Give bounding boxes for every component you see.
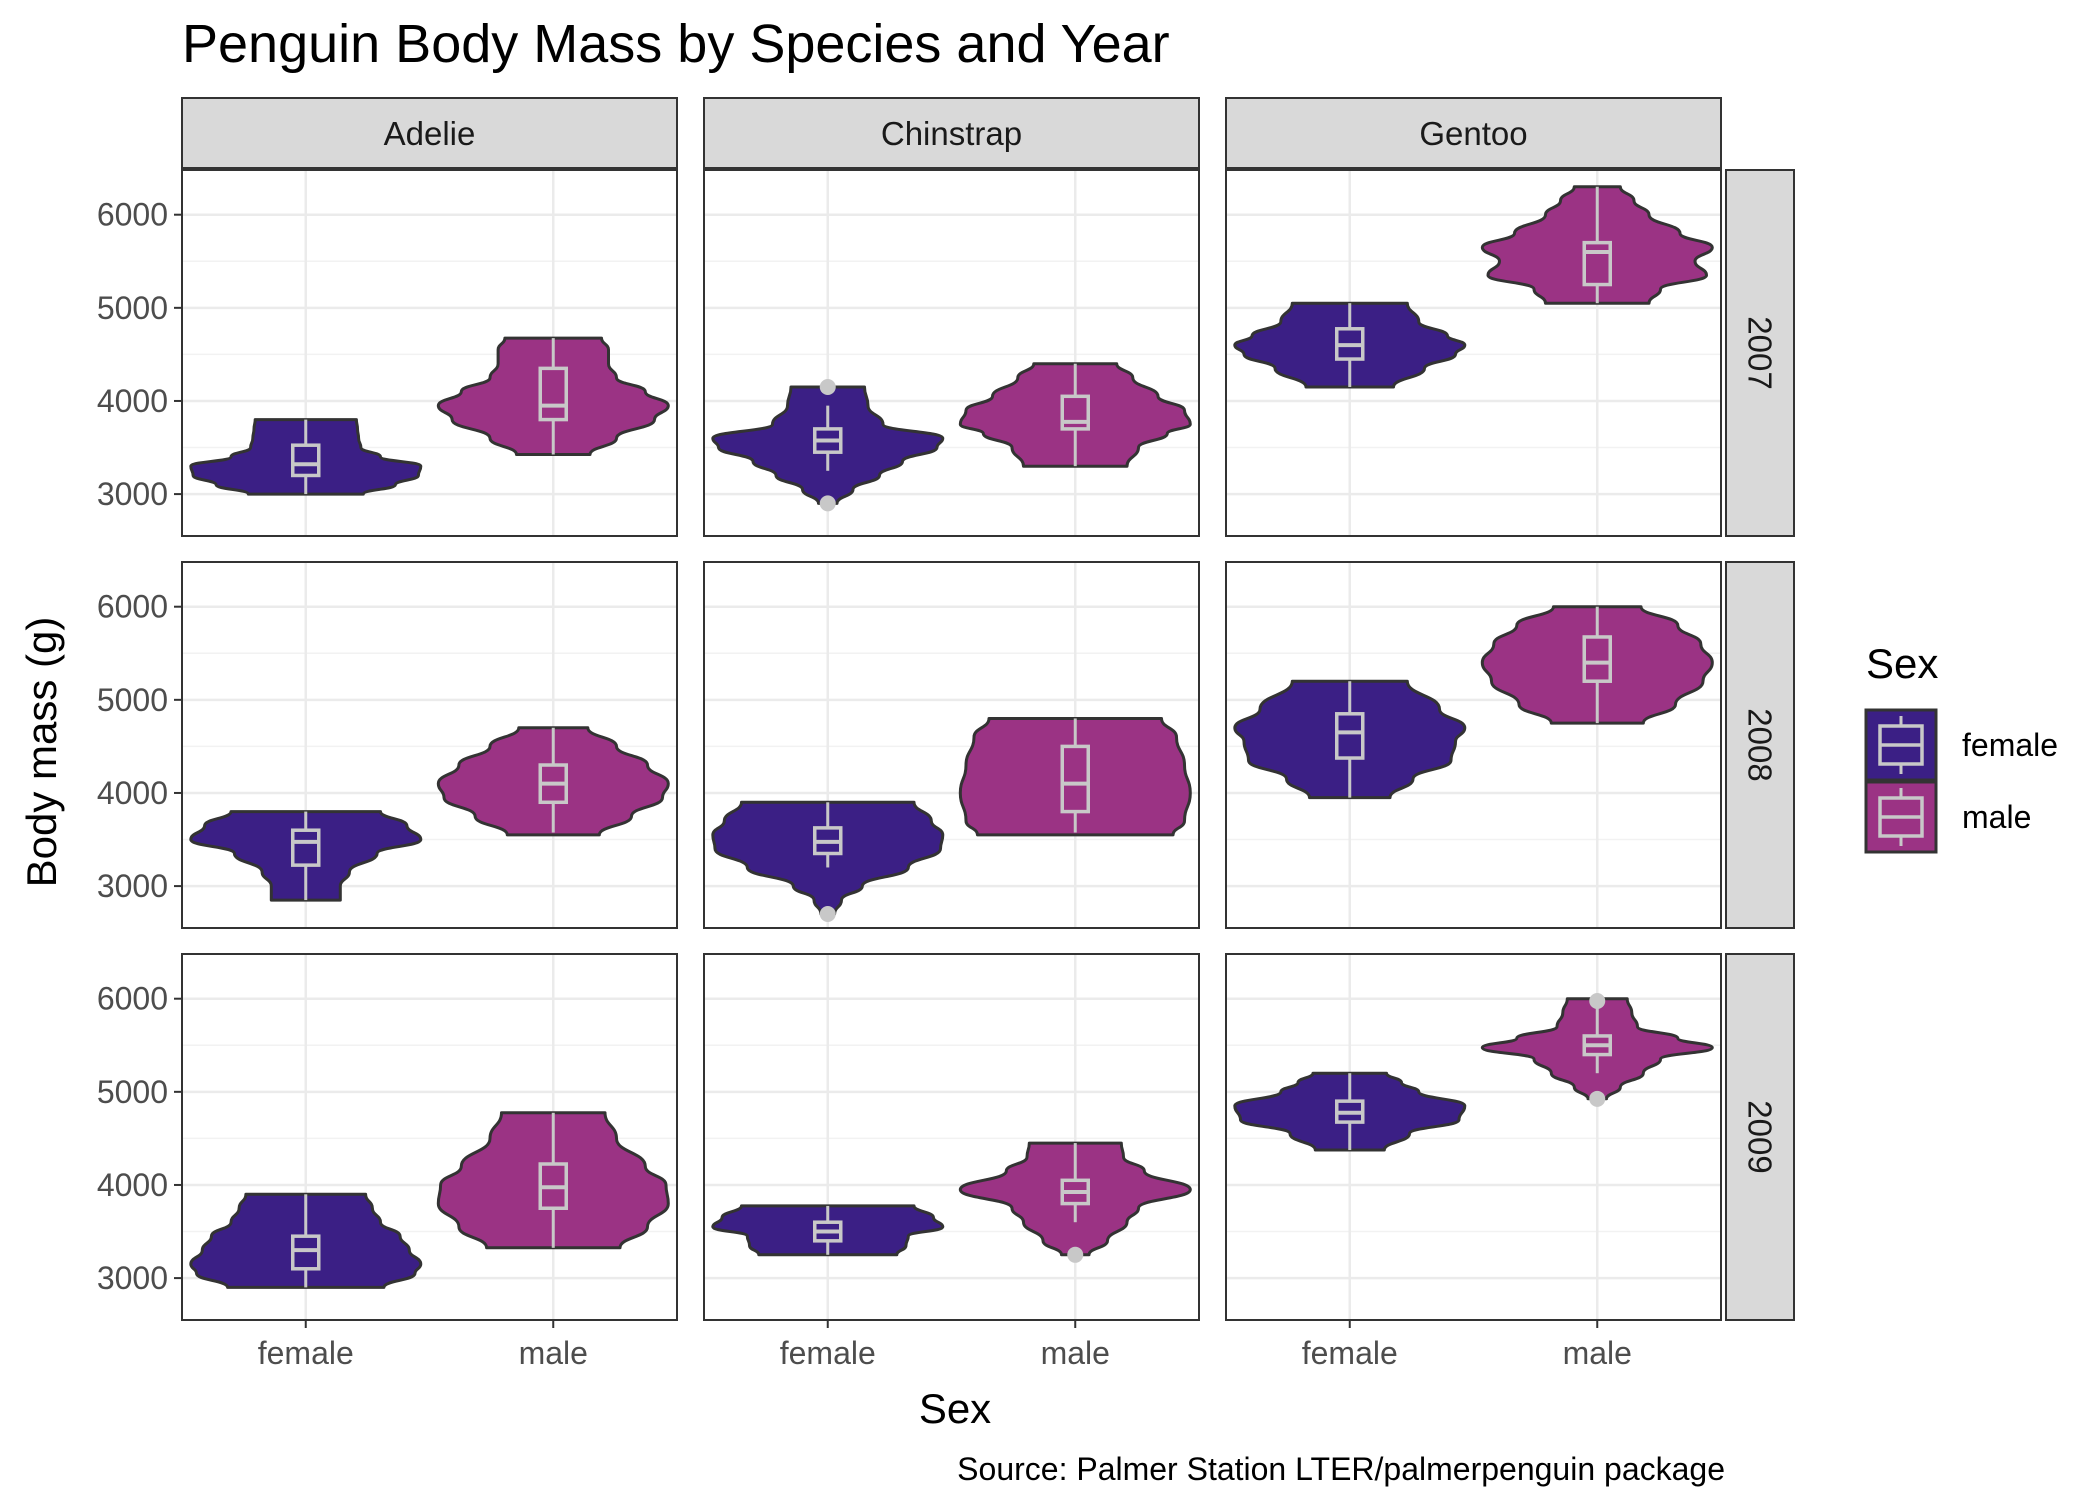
chart-title: Penguin Body Mass by Species and Year (182, 14, 1170, 74)
panel-gentoo-2007-border (1225, 169, 1722, 537)
x-tick-label-chinstrap-female: female (780, 1335, 876, 1371)
y-tick-label-2009-5000: 5000 (97, 1074, 168, 1110)
y-tick-label-2009-4000: 4000 (97, 1167, 168, 1203)
strip-right-label-2007: 2007 (1742, 316, 1779, 389)
panel-chinstrap-2007-female-outlier-1 (819, 378, 836, 395)
y-tick-label-2008-6000: 6000 (97, 589, 168, 625)
strip-right-bg-2007 (1725, 169, 1795, 537)
panel-gentoo-2008-female-box (1335, 712, 1365, 760)
panel-adelie-2007-border (181, 169, 678, 537)
panel-chinstrap-2008-female-outlier-0 (819, 906, 836, 923)
panel-chinstrap-2008-male-box (1060, 744, 1090, 814)
legend: Sex female male (1864, 640, 2058, 854)
panel-adelie-2009 (181, 953, 678, 1321)
panel-chinstrap-2007 (703, 169, 1200, 537)
panel-gentoo-2008-female-violin (1233, 679, 1467, 800)
panel-chinstrap-2008 (703, 561, 1200, 929)
x-tick-label-chinstrap-male: male (1041, 1335, 1110, 1371)
x-tick-label-adelie-male: male (519, 1335, 588, 1371)
panel-chinstrap-2007-border (703, 169, 1200, 537)
strip-right-2007: 2007 (1725, 169, 1795, 537)
strip-right-2009: 2009 (1725, 953, 1795, 1321)
legend-keys: female male (1864, 708, 2058, 854)
x-tick-label-gentoo-female: female (1302, 1335, 1398, 1371)
legend-title: Sex (1866, 640, 1938, 687)
panel-gentoo-2008 (1225, 561, 1722, 929)
y-tick-label-2007-3000: 3000 (97, 476, 168, 512)
panel-gentoo-2009-border (1225, 953, 1722, 1321)
strip-top-bg-adelie (181, 97, 678, 169)
panel-adelie-2009-female-box (291, 1234, 321, 1271)
y-tick-label-2008-5000: 5000 (97, 682, 168, 718)
panel-chinstrap-2009-border (703, 953, 1200, 1321)
panels-layer: Adelie Chinstrap Gentoo 2007 2008 2009 3000 400… (97, 97, 1795, 1371)
strip-top-label-adelie: Adelie (384, 115, 476, 152)
panel-adelie-2009-border (181, 953, 678, 1321)
y-tick-label-2009-6000: 6000 (97, 981, 168, 1017)
strip-top-label-chinstrap: Chinstrap (881, 115, 1022, 152)
legend-key-male: male (1864, 780, 2031, 854)
legend-key-female: female (1864, 708, 2058, 782)
panel-gentoo-2008-male-box (1582, 635, 1612, 683)
strip-top-gentoo: Gentoo (1225, 97, 1722, 169)
panel-gentoo-2009-male-outlier-0 (1589, 1090, 1606, 1107)
strip-top-label-gentoo: Gentoo (1419, 115, 1527, 152)
legend-label-female: female (1962, 727, 2058, 763)
y-tick-label-2008-4000: 4000 (97, 775, 168, 811)
y-tick-label-2007-6000: 6000 (97, 197, 168, 233)
panel-chinstrap-2007-female-outlier-0 (819, 495, 836, 512)
panel-adelie-2008-border (181, 561, 678, 929)
strip-right-label-2008: 2008 (1742, 708, 1779, 781)
legend-label-male: male (1962, 799, 2031, 835)
panel-adelie-2008-female-box (291, 828, 321, 867)
strip-right-bg-2008 (1725, 561, 1795, 929)
y-tick-label-2008-3000: 3000 (97, 868, 168, 904)
panel-gentoo-2009 (1225, 953, 1722, 1321)
panel-gentoo-2009-male-outlier-1 (1589, 993, 1606, 1010)
strip-top-chinstrap: Chinstrap (703, 97, 1200, 169)
y-tick-label-2009-3000: 3000 (97, 1260, 168, 1296)
strip-right-label-2009: 2009 (1742, 1100, 1779, 1173)
panel-chinstrap-2008-border (703, 561, 1200, 929)
panel-adelie-2007-female-box (291, 443, 321, 478)
x-tick-label-adelie-female: female (258, 1335, 354, 1371)
panel-gentoo-2007 (1225, 169, 1722, 537)
panel-gentoo-2007-male-box (1582, 240, 1612, 287)
strip-top-bg-chinstrap (703, 97, 1200, 169)
panel-adelie-2008 (181, 561, 678, 929)
strip-top-adelie: Adelie (181, 97, 678, 169)
chart-caption: Source: Palmer Station LTER/palmerpengui… (957, 1451, 1725, 1487)
panel-chinstrap-2009 (703, 953, 1200, 1321)
y-tick-label-2007-4000: 4000 (97, 383, 168, 419)
panel-chinstrap-2009-bg (704, 954, 1199, 1320)
panel-chinstrap-2007-male-box (1060, 394, 1090, 431)
strip-top-bg-gentoo (1225, 97, 1722, 169)
strip-right-2008: 2008 (1725, 561, 1795, 929)
panel-chinstrap-2007-male-violin (958, 362, 1192, 468)
x-tick-label-gentoo-male: male (1563, 1335, 1632, 1371)
panel-chinstrap-2009-male-outlier-0 (1067, 1246, 1084, 1263)
panel-adelie-2007 (181, 169, 678, 537)
y-axis-title: Body mass (g) (18, 617, 65, 888)
panel-chinstrap-2007-bg (704, 170, 1199, 536)
panel-gentoo-2008-male-violin (1480, 605, 1714, 725)
x-axis-title: Sex (919, 1385, 991, 1432)
y-tick-label-2007-5000: 5000 (97, 290, 168, 326)
panel-adelie-2007-male-box (538, 366, 568, 422)
panel-gentoo-2008-border (1225, 561, 1722, 929)
strip-right-bg-2009 (1725, 953, 1795, 1321)
